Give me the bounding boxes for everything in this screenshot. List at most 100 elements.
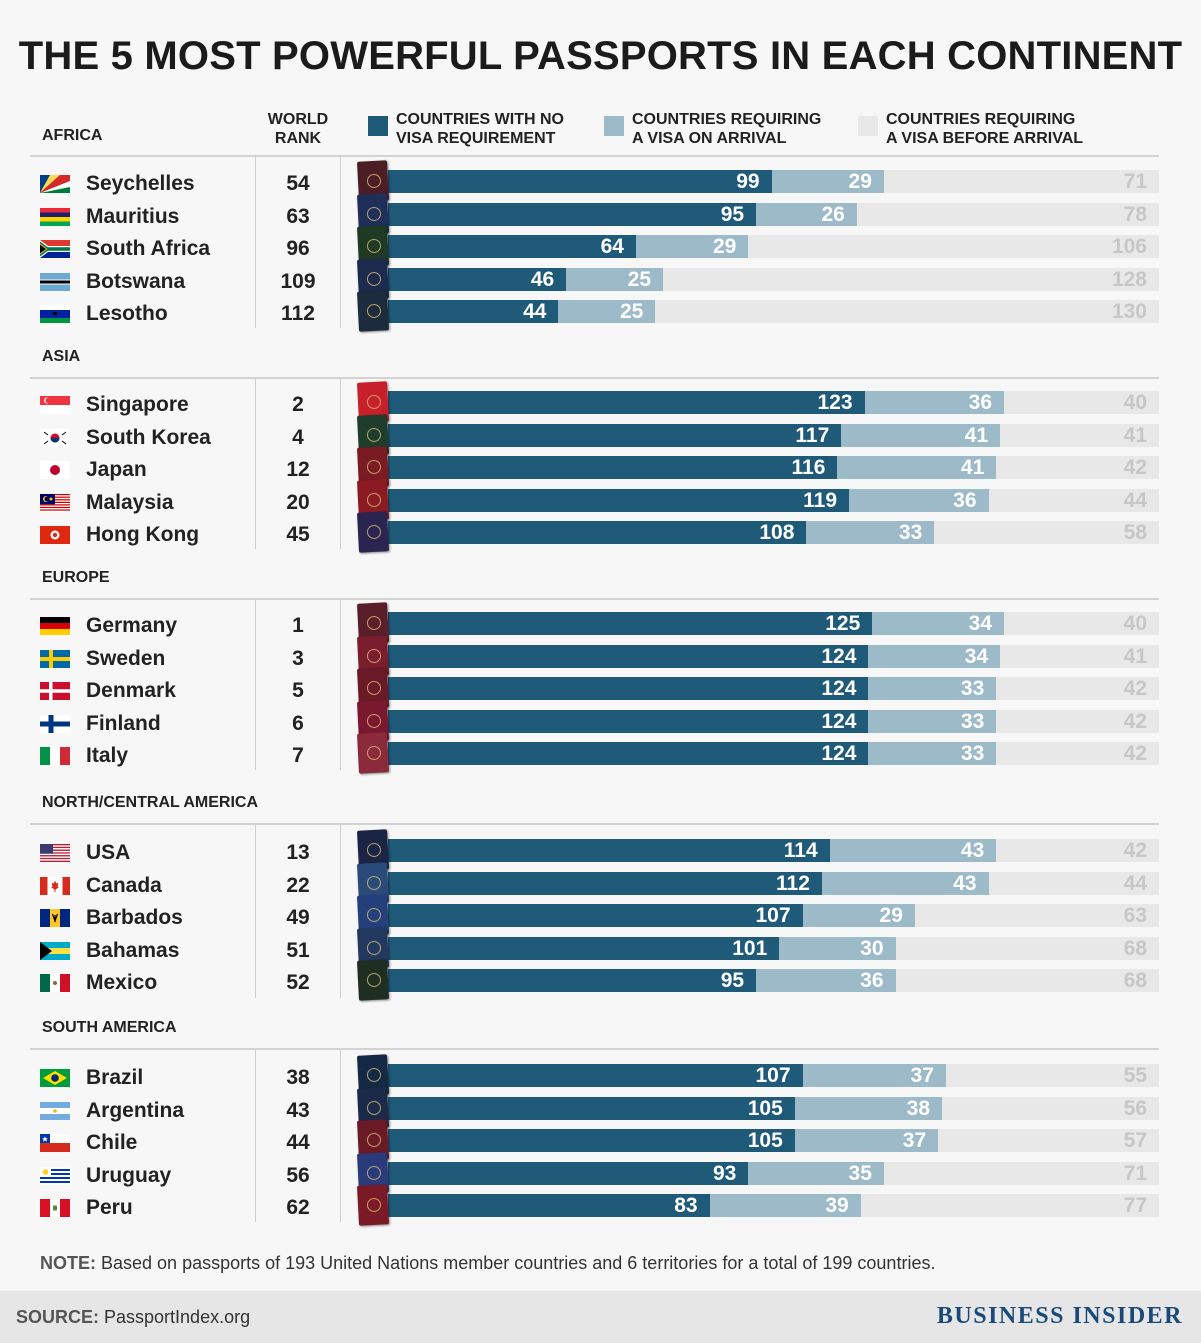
bar-on-arrival [872, 612, 1005, 635]
row-malaysia: Malaysia 20 119 36 44 [0, 479, 1201, 521]
bar-on-arrival [841, 424, 1001, 447]
row-hong-kong: Hong Kong 45 108 33 58 [0, 511, 1201, 553]
country-name: Bahamas [86, 939, 180, 962]
country-name: Uruguay [86, 1164, 172, 1187]
bar-label-on-arrival: 43 [953, 872, 977, 895]
world-rank-value: 5 [292, 679, 304, 702]
bar-label-before-arrival: 55 [1123, 1064, 1147, 1087]
row-canada: Canada 22 112 43 44 [0, 862, 1201, 904]
bar-on-arrival [709, 1194, 862, 1217]
bar-no-visa [388, 612, 873, 635]
row-lesotho: Lesotho 112 44 25 130 [0, 290, 1201, 332]
country-name: Malaysia [86, 491, 174, 514]
bar-label-no-visa: 95 [720, 969, 745, 992]
bar-label-on-arrival: 30 [860, 937, 884, 960]
bar-label-no-visa: 112 [776, 872, 810, 895]
bar-label-before-arrival: 71 [1123, 1162, 1147, 1185]
bar-label-on-arrival: 37 [910, 1064, 934, 1087]
bar-label-no-visa: 124 [821, 710, 857, 733]
bar-before-arrival [914, 904, 1159, 927]
note-label: NOTE: [40, 1253, 96, 1273]
bar-before-arrival [988, 489, 1159, 512]
malaysia-flag [40, 494, 70, 513]
bar-no-visa [388, 1162, 749, 1185]
world-rank-value: 44 [286, 1131, 310, 1154]
world-rank-value: 6 [292, 712, 304, 735]
country-name: USA [86, 841, 131, 864]
bar-label-before-arrival: 128 [1111, 268, 1147, 291]
country-name: Germany [86, 614, 178, 637]
bar-on-arrival [756, 203, 858, 226]
column-separator [340, 379, 341, 549]
bar-label-on-arrival: 41 [964, 424, 989, 447]
bar-before-arrival [996, 677, 1159, 700]
bar-before-arrival [996, 710, 1159, 733]
bar-before-arrival [1004, 612, 1159, 635]
bar-on-arrival [779, 937, 897, 960]
bar-no-visa [388, 1129, 796, 1152]
country-name: South Korea [86, 426, 211, 449]
country-name: Finland [86, 712, 161, 735]
row-italy: Italy 7 124 33 42 [0, 732, 1201, 774]
bar-no-visa [388, 235, 637, 258]
bar-label-no-visa: 125 [825, 612, 861, 635]
world-rank-value: 96 [286, 237, 310, 260]
row-japan: Japan 12 116 41 42 [0, 446, 1201, 488]
legend-before-arrival-swatch [858, 116, 878, 136]
bar-on-arrival [756, 969, 897, 992]
country-name: Italy [86, 744, 129, 767]
bahamas-flag [40, 942, 70, 961]
bar-label-on-arrival: 36 [968, 391, 993, 414]
bar-label-on-arrival: 36 [860, 969, 884, 992]
chart-title: THE 5 MOST POWERFUL PASSPORTS IN EACH CO… [18, 34, 1183, 78]
bar-before-arrival [895, 937, 1159, 960]
legend-before-arrival-label: COUNTRIES REQUIRING A VISA BEFORE ARRIVA… [886, 110, 1083, 148]
legend-no-visa-swatch [368, 116, 388, 136]
bar-on-arrival [794, 1097, 943, 1120]
row-sweden: Sweden 3 124 34 41 [0, 635, 1201, 677]
bar-before-arrival [1000, 424, 1159, 447]
bar-label-on-arrival: 34 [964, 645, 989, 668]
bar-on-arrival [868, 677, 997, 700]
world-rank-value: 49 [286, 906, 310, 929]
bar-label-on-arrival: 25 [619, 300, 644, 323]
bar-label-no-visa: 124 [821, 677, 857, 700]
barbados-flag [40, 909, 71, 927]
bar-before-arrival [1004, 391, 1159, 414]
bar-no-visa [388, 170, 773, 193]
continent-label-asia: ASIA [42, 348, 81, 365]
world-rank-value: 63 [286, 205, 310, 228]
row-south-korea: South Korea 4 117 41 41 [0, 414, 1201, 456]
bar-label-before-arrival: 42 [1123, 456, 1147, 479]
bar-label-before-arrival: 56 [1123, 1097, 1147, 1120]
bar-label-on-arrival: 33 [960, 742, 985, 765]
bar-before-arrival [938, 1129, 1159, 1152]
continent-divider [30, 823, 1159, 825]
bar-on-arrival [821, 872, 990, 895]
legend-on-arrival-line2: A VISA ON ARRIVAL [632, 130, 787, 147]
continent-divider [30, 1048, 1159, 1050]
bar-on-arrival [802, 904, 916, 927]
bar-on-arrival [868, 742, 997, 765]
bar-label-before-arrival: 44 [1123, 489, 1147, 512]
bar-before-arrival [988, 872, 1159, 895]
country-name: Mauritius [86, 205, 180, 228]
bar-on-arrival [806, 521, 935, 544]
row-chile: Chile 44 105 37 57 [0, 1119, 1201, 1161]
source-label: SOURCE: [16, 1307, 100, 1327]
row-peru: Peru 62 83 39 77 [0, 1184, 1201, 1226]
world-rank-value: 109 [280, 270, 316, 293]
bar-no-visa [388, 937, 780, 960]
bar-label-no-visa: 116 [791, 456, 826, 479]
passport-icon [356, 1184, 390, 1226]
bar-before-arrival [856, 203, 1159, 226]
bar-label-on-arrival: 33 [960, 710, 985, 733]
bar-before-arrival [945, 1064, 1159, 1087]
bar-on-arrival [864, 391, 1005, 414]
chile-flag [40, 1134, 70, 1152]
source-text: PassportIndex.org [99, 1307, 251, 1327]
bar-before-arrival [883, 1162, 1159, 1185]
bar-before-arrival [895, 969, 1159, 992]
world-rank-value: 12 [286, 458, 310, 481]
row-denmark: Denmark 5 124 33 42 [0, 667, 1201, 709]
